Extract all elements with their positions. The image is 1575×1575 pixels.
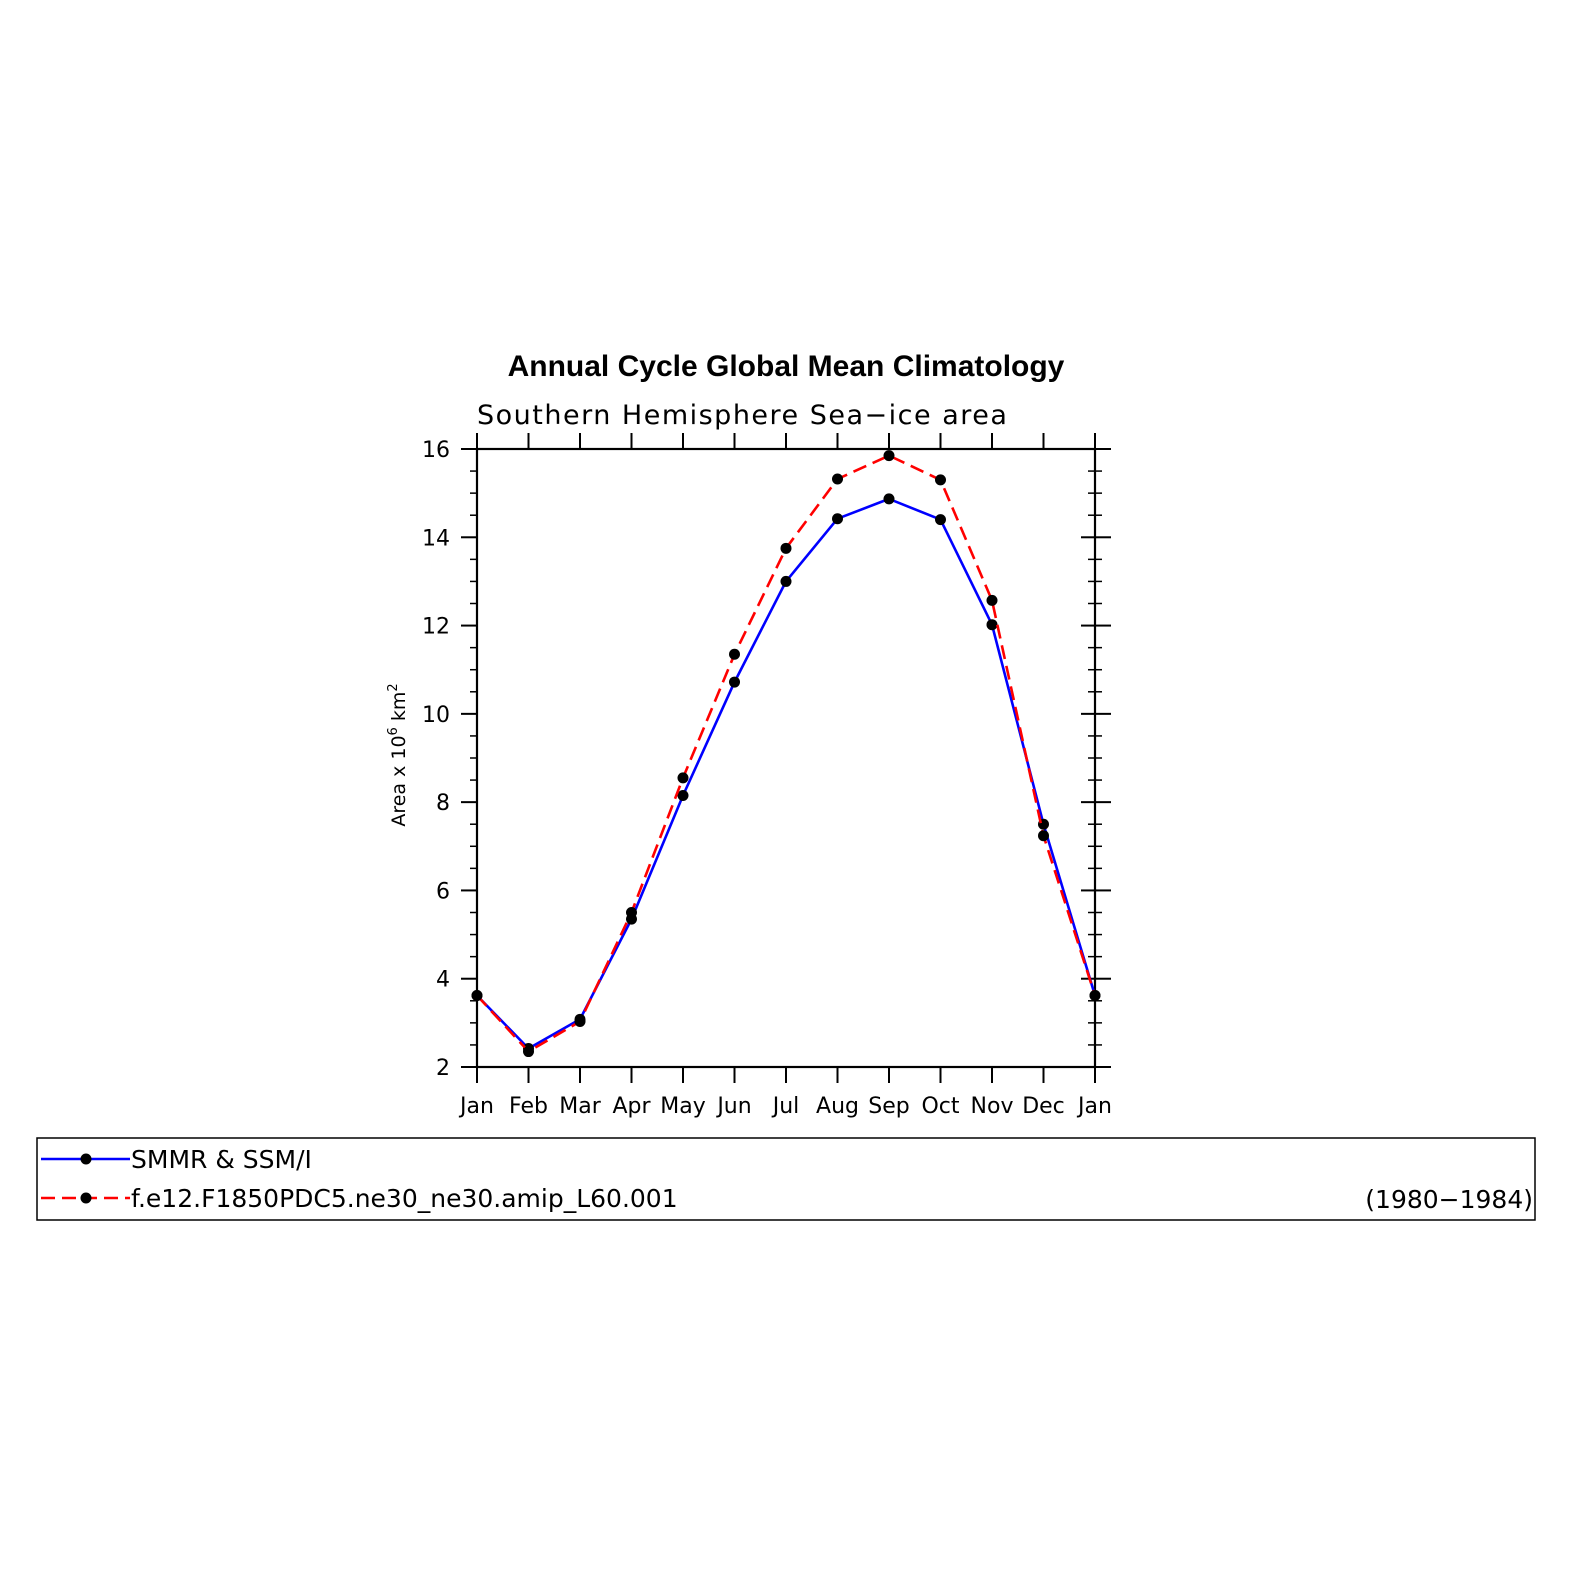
legend-label: SMMR & SSM/I <box>131 1145 312 1174</box>
chart-title: Annual Cycle Global Mean Climatology <box>508 350 1065 383</box>
series-1-point <box>832 513 843 525</box>
x-tick-label: Jan <box>458 1094 494 1119</box>
series-2-point <box>986 594 998 606</box>
series-2-point <box>574 1016 586 1028</box>
y-axis-label-unit-exponent: 2 <box>386 683 401 691</box>
x-tick-label: Feb <box>509 1094 548 1119</box>
series-2-point <box>780 542 792 554</box>
series-2-point <box>523 1046 534 1058</box>
y-tick-label: 8 <box>436 791 450 816</box>
axes: 2 4 6 8 10 12 14 16 Jan Feb Mar Apr May Jun Jul Aug Sep O… <box>422 433 1112 1119</box>
y-axis-label-main: Area x 10 <box>388 735 410 826</box>
x-tick-label: May <box>660 1094 705 1119</box>
series-2-point <box>935 474 946 486</box>
chart-subtitle: Southern Hemisphere Sea−ice area <box>477 400 1008 431</box>
legend-period-note: (1980−1984) <box>1365 1185 1533 1214</box>
series-1-point <box>935 514 946 526</box>
y-tick-label: 14 <box>422 526 450 551</box>
series-layer <box>471 450 1101 1058</box>
legend-box <box>36 1137 1536 1221</box>
x-tick-label: Jan <box>1076 1094 1112 1119</box>
x-tick-label: Nov <box>971 1094 1014 1119</box>
x-tick-label: Apr <box>612 1094 651 1119</box>
series-2 <box>471 450 1101 1058</box>
series-2-point <box>729 648 740 660</box>
y-axis-label-unit: km <box>388 692 410 728</box>
plot-frame <box>475 447 1097 1069</box>
series-2-point <box>677 772 689 784</box>
y-axis-label: Area x 106 km2 <box>386 683 410 826</box>
legend-swatch-marker <box>80 1153 92 1165</box>
legend-entries: SMMR & SSM/I f.e12.F1850PDC5.ne30_ne30.am… <box>41 1145 678 1213</box>
x-tick-label: Dec <box>1022 1094 1065 1119</box>
legend-entry-1: SMMR & SSM/I <box>41 1145 312 1174</box>
y-tick-label: 10 <box>422 703 450 728</box>
series-1-point <box>677 790 689 802</box>
x-tick-label: Mar <box>559 1094 601 1119</box>
y-tick-label: 4 <box>436 968 450 993</box>
legend-swatch-marker <box>80 1192 92 1204</box>
series-2-point <box>1089 989 1101 1001</box>
y-tick-label: 2 <box>436 1056 450 1081</box>
x-tick-label: Aug <box>816 1094 859 1119</box>
series-2-point <box>832 473 843 485</box>
series-1 <box>471 493 1101 1054</box>
series-2-point <box>1038 830 1049 842</box>
series-1-point <box>986 619 998 631</box>
series-2-point <box>883 450 895 462</box>
series-2-point <box>626 907 637 918</box>
legend: SMMR & SSM/I f.e12.F1850PDC5.ne30_ne30.am… <box>36 1137 1536 1221</box>
y-tick-label: 16 <box>422 438 450 463</box>
legend-label: f.e12.F1850PDC5.ne30_ne30.amip_L60.001 <box>131 1184 678 1213</box>
x-tick-label: Oct <box>921 1094 959 1119</box>
series-1-point <box>729 676 740 688</box>
series-2-point <box>471 989 483 1001</box>
legend-entry-2: f.e12.F1850PDC5.ne30_ne30.amip_L60.001 <box>41 1184 678 1213</box>
x-tick-label: Sep <box>868 1094 909 1119</box>
series-1-point <box>883 493 895 505</box>
svg-text:Area x 106 km2: Area x 106 km2 <box>386 683 410 826</box>
y-tick-label: 12 <box>422 615 450 640</box>
y-axis-label-exponent: 6 <box>386 727 401 735</box>
x-tick-label: Jun <box>715 1094 751 1119</box>
series-1-point <box>780 575 792 587</box>
y-tick-label: 6 <box>436 879 450 904</box>
x-tick-label: Jul <box>771 1094 800 1119</box>
